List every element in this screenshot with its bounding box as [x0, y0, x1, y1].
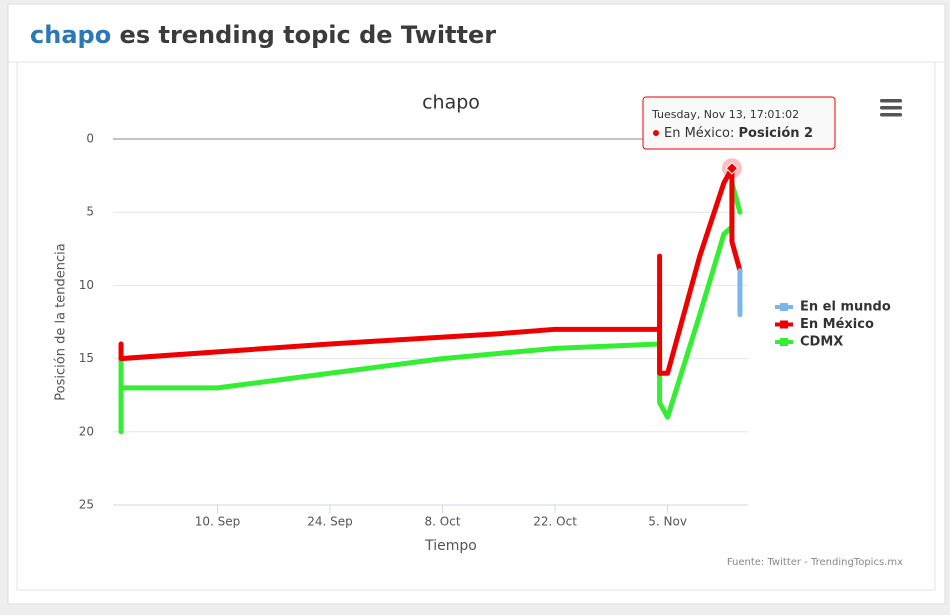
tooltip-line: En México: Posición 2	[664, 126, 813, 141]
legend-marker	[780, 338, 788, 346]
y-axis-label: Posición de la tendencia	[54, 243, 69, 400]
plot: 0 5 10 15 20 25 10. Sep 24. Sep 8. Oct 22. Oct 5. …	[79, 96, 891, 529]
x-tick-label: 5. Nov	[648, 515, 687, 529]
legend-label: En México	[800, 317, 874, 332]
credits: Fuente: Twitter - TrendingTopics.mx	[727, 557, 903, 568]
menu-bar	[880, 106, 902, 110]
legend-label: En el mundo	[800, 300, 891, 315]
x-tick-label: 8. Oct	[425, 515, 461, 529]
y-tick-label: 10	[79, 278, 94, 292]
y-tick-label: 20	[79, 424, 94, 438]
hover-marker	[725, 161, 739, 175]
menu-bar	[880, 99, 902, 103]
legend-label: CDMX	[800, 335, 843, 350]
title-rest: es trending topic de Twitter	[120, 21, 497, 49]
tooltip-box	[642, 96, 836, 150]
tooltip: Tuesday, Nov 13, 17:01:02 En México: Posi…	[642, 96, 836, 150]
y-tick-label: 15	[79, 351, 94, 365]
chart-title: chapo	[422, 92, 480, 114]
y-tick-label: 25	[79, 498, 94, 512]
tooltip-dot	[653, 130, 659, 136]
y-tick-label: 0	[86, 132, 94, 146]
y-tick-label: 5	[86, 205, 94, 219]
menu-bar	[880, 113, 902, 117]
legend-marker	[780, 303, 788, 311]
x-axis-label: Tiempo	[424, 538, 477, 554]
x-tick-label: 24. Sep	[307, 515, 353, 529]
tooltip-label: En México:	[664, 126, 734, 141]
tooltip-date: Tuesday, Nov 13, 17:01:02	[651, 108, 799, 121]
keyword: chapo	[30, 21, 111, 49]
x-tick-label: 10. Sep	[195, 515, 241, 529]
legend-marker	[780, 320, 788, 329]
x-tick-label: 22. Oct	[533, 515, 577, 529]
panel-title: chapo es trending topic de Twitter	[30, 21, 496, 49]
menu-button[interactable]	[880, 99, 902, 117]
tooltip-value: Posición 2	[739, 126, 814, 141]
